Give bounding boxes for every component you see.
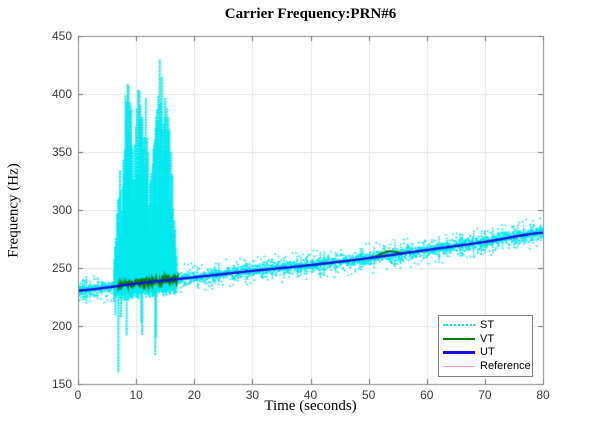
x-tick-label-1: 10: [129, 388, 143, 402]
y-tick-label-6: 450: [51, 29, 72, 43]
x-tick-label-6: 60: [420, 388, 434, 402]
y-tick-label-5: 400: [51, 87, 72, 101]
x-tick-label-4: 40: [303, 388, 318, 402]
x-tick-label-7: 70: [478, 388, 492, 402]
y-tick-label-4: 350: [51, 145, 72, 159]
legend-label-ut: UT: [480, 346, 495, 359]
legend-item-ut: UT: [443, 346, 532, 359]
legend-label-st: ST: [480, 318, 495, 331]
legend: ST VT UT Reference: [438, 315, 533, 377]
x-tick-label-0: 0: [74, 388, 82, 402]
legend-item-vt: VT: [443, 333, 532, 346]
legend-line-sample-vt: [443, 338, 475, 341]
y-axis-label: Frequency (Hz): [5, 163, 22, 258]
y-tick-label-3: 300: [51, 203, 72, 217]
legend-line-sample-reference: [443, 366, 475, 368]
legend-line-sample-st: [443, 324, 475, 327]
x-tick-label-5: 50: [361, 388, 376, 402]
x-axis-label: Time (seconds): [264, 398, 357, 414]
chart-title: Carrier Frequency:PRN#6: [224, 6, 397, 22]
x-tick-label-2: 20: [187, 388, 201, 402]
legend-label-reference: Reference: [480, 360, 531, 373]
x-tick-label-8: 80: [536, 388, 550, 402]
legend-label-vt: VT: [480, 332, 495, 345]
y-tick-label-2: 250: [51, 261, 72, 275]
x-tick-label-3: 30: [245, 388, 260, 402]
y-tick-label-1: 200: [51, 319, 72, 333]
legend-item-st: ST: [443, 319, 532, 332]
legend-line-sample-ut: [443, 351, 475, 355]
legend-item-reference: Reference: [443, 360, 532, 373]
y-tick-label-0: 150: [51, 377, 72, 391]
